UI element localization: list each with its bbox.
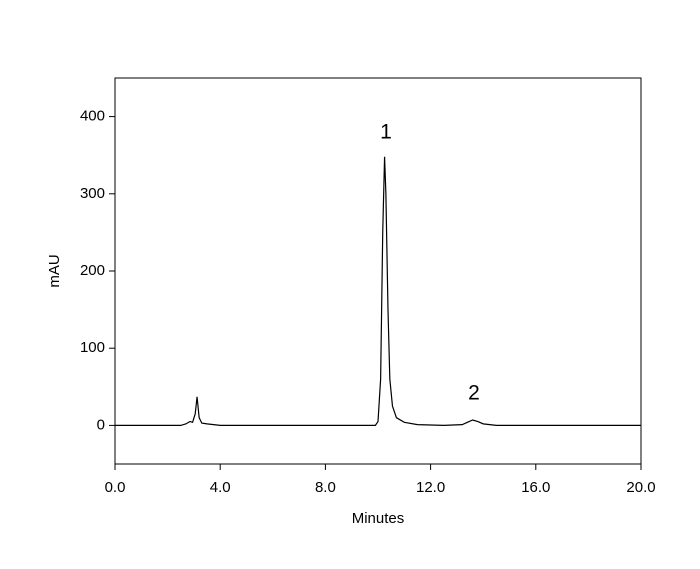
y-tick-label: 400: [80, 108, 105, 125]
x-tick-label: 4.0: [210, 479, 231, 496]
peak-annotation: 1: [380, 121, 392, 144]
x-tick-label: 12.0: [416, 479, 445, 496]
plot-frame: [114, 77, 642, 465]
x-tick-label: 16.0: [521, 479, 550, 496]
y-tick-label: 200: [80, 262, 105, 279]
y-axis-label: mAU: [46, 254, 63, 287]
y-tick-label: 300: [80, 185, 105, 202]
y-tick-label: 100: [80, 339, 105, 356]
x-axis-label: Minutes: [352, 510, 405, 527]
x-tick-label: 8.0: [315, 479, 336, 496]
x-tick-label: 20.0: [626, 479, 655, 496]
trace: [115, 156, 641, 427]
y-tick-label: 0: [97, 416, 105, 433]
peak-annotation: 2: [468, 382, 480, 405]
x-tick-label: 0.0: [105, 479, 126, 496]
